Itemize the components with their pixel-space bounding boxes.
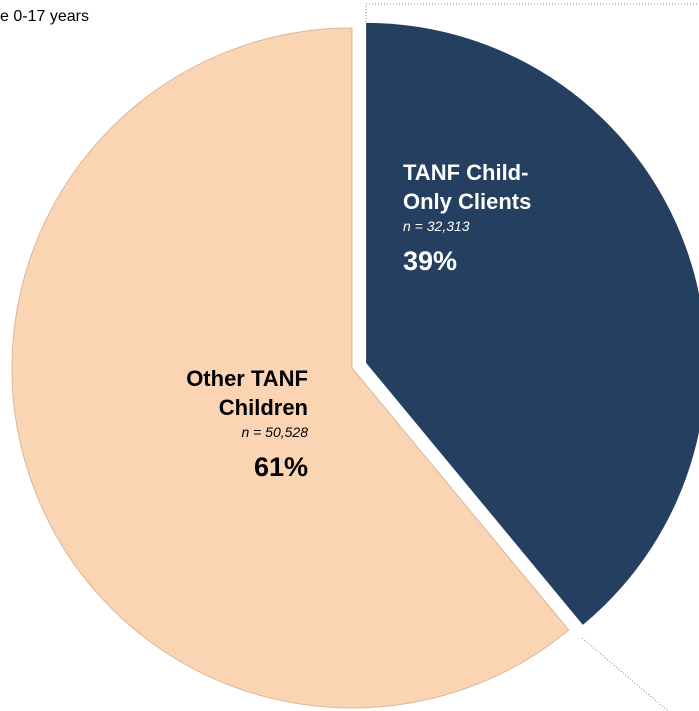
- count-label: n = 32,313: [403, 218, 470, 234]
- slice-label: TANF Child-Only Clients n = 32,313 39%: [403, 158, 553, 278]
- callout-line: [581, 637, 669, 711]
- value-label: 39%: [403, 246, 458, 276]
- pie-slice: [11, 27, 570, 709]
- count-label: n = 50,528: [241, 424, 308, 440]
- slice-label: Other TANF Children n = 50,528 61%: [148, 364, 308, 484]
- pie-slice: [366, 22, 699, 625]
- subtitle: e 0-17 years: [0, 8, 89, 25]
- category-label: Other TANF Children: [186, 366, 308, 420]
- value-label: 61%: [253, 452, 308, 482]
- category-label: TANF Child-Only Clients: [403, 160, 532, 214]
- callout-line: [365, 3, 699, 22]
